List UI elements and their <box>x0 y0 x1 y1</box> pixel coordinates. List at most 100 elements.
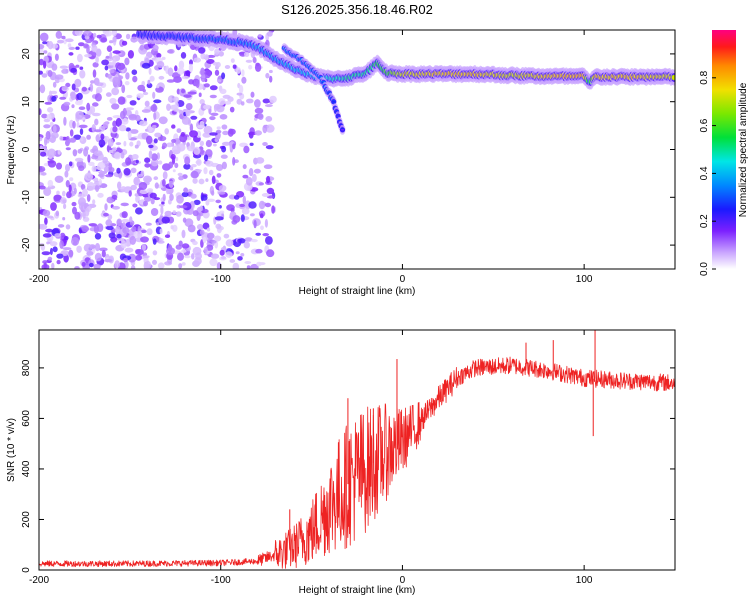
noise-cell <box>156 85 160 89</box>
noise-cell <box>69 129 74 137</box>
noise-cell <box>105 30 112 37</box>
noise-cell <box>68 46 76 51</box>
noise-cell <box>89 105 96 115</box>
noise-cell <box>78 165 85 172</box>
noise-cell <box>96 165 103 171</box>
snr-ytick-label: 600 <box>21 410 32 427</box>
noise-cell <box>81 261 86 267</box>
noise-cell <box>123 168 131 176</box>
noise-cell <box>254 130 262 136</box>
noise-cell <box>236 92 243 96</box>
spectrogram-y-axis: -20 -10 0 10 20 <box>21 48 675 252</box>
noise-cell <box>168 96 173 102</box>
noise-cell <box>63 236 69 241</box>
noise-cell <box>39 185 46 190</box>
noise-cell <box>167 67 174 77</box>
noise-cell <box>204 54 209 61</box>
noise-cell <box>124 81 130 86</box>
noise-cell <box>181 229 186 239</box>
noise-cell <box>86 194 91 202</box>
noise-cell <box>219 249 225 256</box>
noise-cell <box>232 156 236 166</box>
noise-cell <box>237 256 243 261</box>
noise-cell <box>142 89 146 93</box>
noise-cell <box>149 75 155 82</box>
noise-cell <box>265 236 273 245</box>
noise-cell <box>205 178 209 183</box>
noise-cell <box>221 145 227 153</box>
noise-cell <box>112 115 122 119</box>
noise-cell <box>198 47 206 54</box>
noise-cell <box>262 124 268 134</box>
noise-cell <box>135 207 143 215</box>
noise-cell <box>141 109 151 113</box>
noise-cell <box>143 55 150 65</box>
noise-cell <box>134 144 139 149</box>
noise-cell <box>82 30 92 37</box>
noise-cell <box>252 173 257 183</box>
noise-cell <box>224 101 232 105</box>
noise-cell <box>269 95 277 104</box>
noise-cell <box>70 67 77 73</box>
noise-cell <box>63 203 67 210</box>
noise-cell <box>104 65 109 71</box>
noise-cell <box>152 238 157 245</box>
noise-cell <box>232 143 236 150</box>
noise-cell <box>127 50 134 59</box>
noise-cell <box>166 79 175 83</box>
noise-cell <box>176 204 181 209</box>
noise-cell <box>54 175 64 183</box>
noise-cell <box>136 93 144 99</box>
noise-cell <box>56 253 64 259</box>
noise-cell <box>43 187 52 196</box>
noise-cell <box>232 215 241 223</box>
noise-cell <box>123 257 128 263</box>
noise-cell <box>45 228 54 233</box>
noise-cell <box>254 107 264 114</box>
noise-cell <box>43 50 48 54</box>
noise-cell <box>154 182 159 189</box>
noise-cell <box>68 249 74 258</box>
noise-cell <box>248 64 253 70</box>
noise-cell <box>61 35 66 40</box>
noise-cell <box>150 208 159 216</box>
noise-cell <box>52 81 57 88</box>
noise-cell <box>190 115 198 120</box>
noise-cell <box>99 247 108 252</box>
noise-cell <box>144 100 150 107</box>
noise-cell <box>220 256 226 260</box>
noise-cell <box>130 167 137 174</box>
noise-cell <box>124 57 130 66</box>
noise-cell <box>183 187 189 193</box>
noise-cell <box>125 127 131 132</box>
noise-cell <box>76 245 82 253</box>
noise-cell <box>56 190 60 195</box>
noise-cell <box>150 104 158 112</box>
noise-cell <box>255 248 263 254</box>
noise-cell <box>140 229 147 234</box>
noise-cell <box>262 98 270 104</box>
noise-cell <box>86 182 96 191</box>
noise-cell <box>127 253 137 263</box>
noise-cell <box>156 61 165 68</box>
noise-cell <box>256 261 262 267</box>
noise-cell <box>249 213 255 217</box>
ridge-core <box>672 76 675 79</box>
noise-cell <box>109 69 115 74</box>
noise-cell <box>62 217 66 221</box>
noise-cell <box>72 206 77 215</box>
noise-cell <box>115 117 122 127</box>
noise-cell <box>71 201 77 207</box>
noise-cell <box>109 149 114 154</box>
snr-y-axis: 0 200 400 600 800 <box>21 359 675 573</box>
noise-cell <box>206 244 214 251</box>
snr-ytick-label: 200 <box>21 511 32 528</box>
noise-cell <box>100 133 105 140</box>
noise-cell <box>39 32 49 42</box>
noise-cell <box>178 109 183 115</box>
noise-cell <box>62 247 72 251</box>
noise-cell <box>139 190 147 194</box>
noise-cell <box>68 184 72 193</box>
noise-cell <box>185 108 191 117</box>
noise-cell <box>218 205 222 209</box>
